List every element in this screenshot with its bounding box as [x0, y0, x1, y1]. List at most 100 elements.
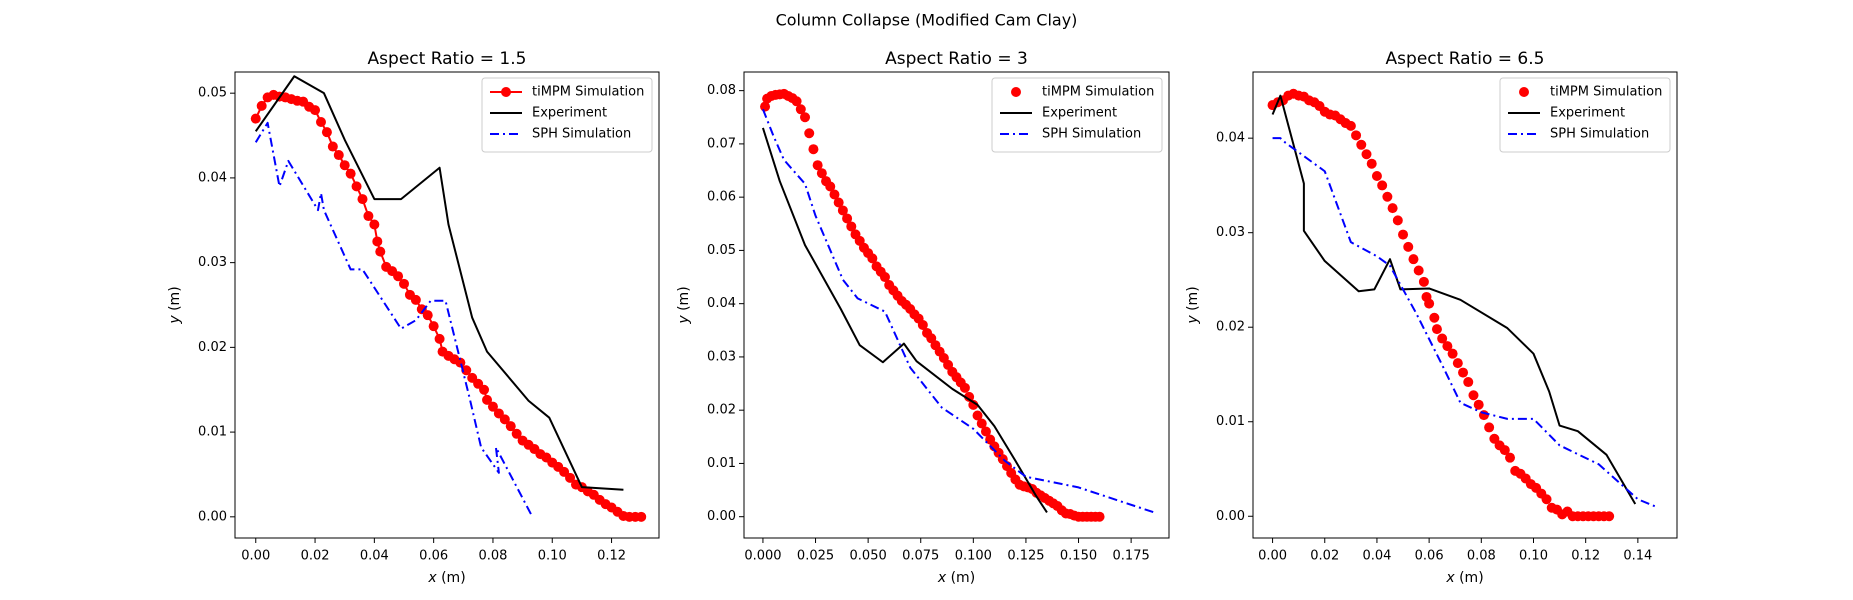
x-tick-label: 0.00 [241, 549, 270, 564]
data-point [1382, 191, 1393, 202]
y-tick-label: 0.07 [707, 136, 736, 151]
data-point [345, 168, 356, 179]
x-tick-label: 0.08 [478, 549, 507, 564]
data-point [461, 365, 472, 376]
legend-entry: tiMPM Simulation [1011, 85, 1154, 100]
x-axis-label: x (m) [937, 570, 975, 586]
legend-box [991, 77, 1163, 153]
x-tick-label: 0.14 [1623, 549, 1652, 564]
data-point [980, 426, 991, 437]
y-tick-label: 0.03 [198, 255, 227, 270]
data-point [867, 253, 878, 264]
data-point [976, 418, 987, 429]
x-tick-label: 0.12 [597, 549, 626, 564]
data-point [479, 384, 490, 395]
y-tick-label: 0.03 [707, 349, 736, 364]
subplots: Aspect Ratio = 1.5 0.00 0.02 0.04 0.06 0.08 0.… [167, 49, 1678, 586]
series-experiment [761, 127, 1048, 513]
plot-area [760, 88, 1155, 522]
legend-entry: SPH Simulation [1000, 127, 1141, 142]
subplot-2: Aspect Ratio = 3 0.000 0.025 0.050 0.075 0.10… [676, 49, 1170, 586]
series-timpm-simulation [250, 89, 647, 522]
data-point [1403, 241, 1414, 252]
legend-box [1499, 77, 1671, 153]
legend-label: Experiment [1550, 106, 1625, 121]
axes-frame [1252, 71, 1678, 539]
x-tick-label: 0.050 [850, 549, 887, 564]
data-point [1431, 324, 1442, 335]
legend-entry: Experiment [490, 106, 607, 121]
data-point [1094, 511, 1105, 522]
data-point [917, 319, 928, 330]
subplot-title: Aspect Ratio = 1.5 [368, 49, 527, 69]
data-point [1392, 215, 1403, 226]
series-experiment [1271, 94, 1637, 505]
data-point [1351, 130, 1362, 141]
y-tick-label: 0.00 [1216, 509, 1245, 524]
y-axis-label: y (m) [1185, 286, 1201, 324]
series-sph-simulation [762, 108, 1155, 514]
x-tick-label: 0.08 [1467, 549, 1496, 564]
x-tick-label: 0.00 [1258, 549, 1287, 564]
series-line [761, 127, 1048, 513]
y-tick-label: 0.00 [198, 509, 227, 524]
plot-area [250, 75, 647, 522]
y-tick-label: 0.04 [707, 296, 736, 311]
data-point [339, 160, 350, 171]
series-line [254, 93, 642, 518]
data-point [1413, 265, 1424, 276]
y-axis-variable: y [676, 315, 692, 325]
data-point [351, 181, 362, 192]
data-point [256, 100, 267, 111]
y-tick-label: 0.05 [707, 243, 736, 258]
y-tick-label: 0.08 [707, 83, 736, 98]
data-point [505, 421, 516, 432]
data-point [808, 144, 819, 155]
data-point [410, 294, 421, 305]
plot-area [1267, 88, 1657, 522]
series-sph-simulation [1272, 137, 1657, 508]
data-point [816, 168, 827, 179]
series-sph-simulation [254, 121, 533, 516]
data-point [565, 472, 576, 483]
data-point [1447, 348, 1458, 359]
data-point [321, 127, 332, 138]
data-point [1463, 377, 1474, 388]
x-tick-label: 0.075 [902, 549, 939, 564]
x-tick-label: 0.125 [1007, 549, 1044, 564]
data-point [393, 271, 404, 282]
figure-suptitle: Column Collapse (Modified Cam Clay) [776, 11, 1078, 30]
data-point [327, 141, 338, 152]
subplot-title: Aspect Ratio = 6.5 [1386, 49, 1545, 69]
data-point [1418, 276, 1429, 287]
data-point [369, 219, 380, 230]
data-point [1377, 180, 1388, 191]
x-axis-unit: (m) [1455, 570, 1484, 586]
data-point [1473, 399, 1484, 410]
data-point [1361, 149, 1372, 160]
x-tick-label: 0.12 [1571, 549, 1600, 564]
y-tick-label: 0.01 [707, 456, 736, 471]
data-point [636, 511, 647, 522]
legend-marker-swatch [501, 87, 511, 97]
data-point [1442, 341, 1453, 352]
data-point [1345, 120, 1356, 131]
legend-label: Experiment [532, 106, 607, 121]
data-point [1604, 511, 1615, 522]
legend: tiMPM Simulation Experiment SPH Simulation [1499, 77, 1671, 153]
data-point [487, 401, 498, 412]
data-point [1398, 229, 1409, 240]
data-point [375, 246, 386, 257]
data-point [972, 410, 983, 421]
data-point [879, 272, 890, 283]
data-point [842, 213, 853, 224]
data-point [482, 394, 493, 405]
data-point [846, 221, 857, 232]
legend-label: Experiment [1042, 106, 1117, 121]
data-point [315, 116, 326, 127]
x-tick-label: 0.06 [1415, 549, 1444, 564]
data-point [812, 160, 823, 171]
data-point [791, 96, 802, 107]
data-point [1429, 312, 1440, 323]
data-point [333, 150, 344, 161]
